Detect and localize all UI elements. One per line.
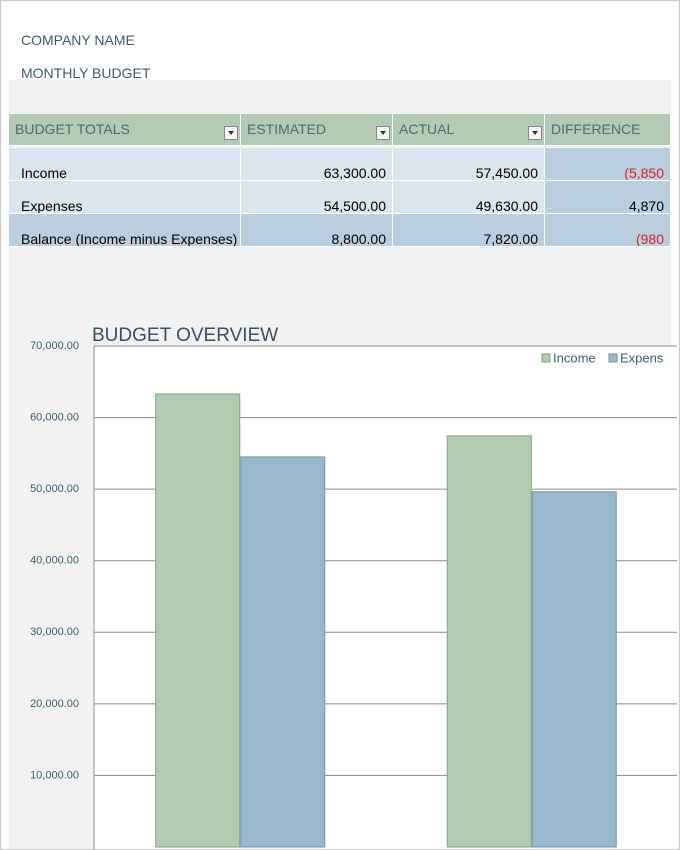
filter-button[interactable]	[528, 126, 542, 140]
column-header: BUDGET TOTALS	[9, 114, 241, 146]
row-label: Balance (Income minus Expenses)	[9, 214, 241, 247]
chart-title: BUDGET OVERVIEW	[92, 325, 278, 346]
table-cell: (980	[545, 214, 671, 247]
column-header: DIFFERENCE	[545, 114, 671, 146]
bar	[446, 435, 532, 848]
y-tick-label: 50,000.00	[30, 483, 79, 495]
bar	[240, 456, 326, 848]
y-tick-label: 10,000.00	[30, 769, 79, 781]
table-cell: 63,300.00	[241, 148, 393, 181]
column-header: ACTUAL	[393, 114, 545, 146]
table-cell: 49,630.00	[393, 181, 545, 214]
table-cell: 8,800.00	[241, 214, 393, 247]
sheet-subtitle: MONTHLY BUDGET	[21, 65, 151, 81]
row-label: Income	[9, 148, 241, 181]
legend-label: Income	[553, 350, 596, 365]
legend-swatch	[541, 353, 551, 363]
y-tick-label: 70,000.00	[30, 340, 79, 352]
row-label: Expenses	[9, 181, 241, 214]
y-tick-label: 30,000.00	[30, 626, 79, 638]
legend-swatch	[608, 353, 618, 363]
filter-button[interactable]	[376, 126, 390, 140]
y-tick-label: 60,000.00	[30, 411, 79, 423]
table-cell: 4,870	[545, 181, 671, 214]
table-cell: 7,820.00	[393, 214, 545, 247]
bar	[531, 491, 617, 848]
bar	[155, 393, 241, 848]
table-cell: 57,450.00	[393, 148, 545, 181]
table-cell: (5,850	[545, 148, 671, 181]
column-header: ESTIMATED	[241, 114, 393, 146]
filter-button[interactable]	[224, 126, 238, 140]
table-cell: 54,500.00	[241, 181, 393, 214]
company-name: COMPANY NAME	[21, 32, 135, 48]
y-tick-label: 20,000.00	[30, 698, 79, 710]
y-tick-label: 40,000.00	[30, 555, 79, 567]
legend-label: Expens	[620, 350, 664, 365]
